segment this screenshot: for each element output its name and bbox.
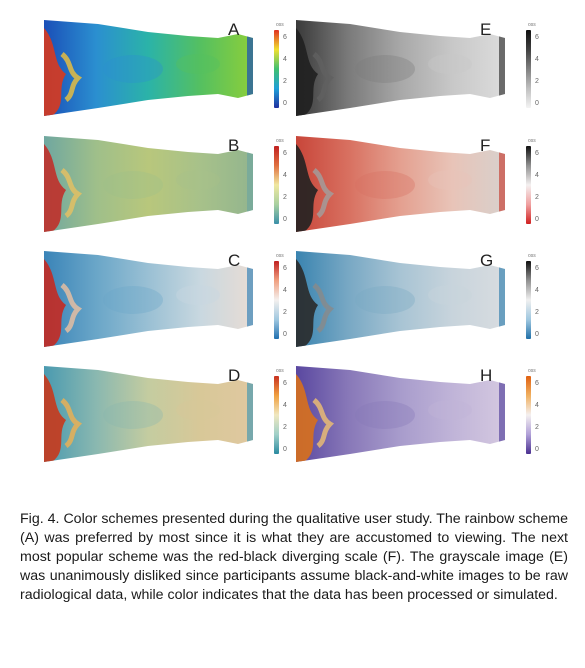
colorbar-tick: 0 [283,216,287,223]
colorbar-tick: 2 [283,78,287,85]
colorbar [526,146,531,224]
colorbar-tick: 4 [283,56,287,63]
vessel-image [296,366,505,462]
panel-letter: E [480,20,492,39]
vessel-image [44,366,253,462]
panel-letter: G [480,251,494,270]
colorbar-tick: 0 [283,446,287,453]
colorbar [274,376,279,454]
colorbar [526,261,531,339]
colorbar-label: oss [528,138,536,144]
colorbar-tick: 0 [535,216,539,223]
colorbar-tick: 4 [283,172,287,179]
colorbar-tick: 2 [283,424,287,431]
colorbar-tick: 6 [535,34,539,41]
colorbar-tick: 6 [283,150,287,157]
colorbar [274,146,279,224]
colorbar-tick: 0 [283,100,287,107]
vessel-image [296,136,505,232]
vessel-image [296,251,505,347]
colorbar [526,30,531,108]
colorbar-tick: 6 [283,265,287,272]
colorbar-label: oss [276,368,284,374]
colorbar-label: oss [276,22,284,28]
colorbar-tick: 2 [283,194,287,201]
colorbar-tick: 6 [283,34,287,41]
colorbar-tick: 4 [283,402,287,409]
panel-letter: D [228,366,241,385]
colorbar-tick: 4 [535,287,539,294]
panel-letter: B [228,136,240,155]
vessel-image [44,136,253,232]
colorbar-tick: 2 [535,424,539,431]
colorbar-tick: 2 [283,309,287,316]
panel-letter: H [480,366,493,385]
colorbar-tick: 0 [535,446,539,453]
figure-caption: Fig. 4. Color schemes presented during t… [20,511,568,603]
vessel-image [296,20,505,116]
vessel-image [44,251,253,347]
colorbar [274,30,279,108]
colorbar-tick: 4 [535,56,539,63]
colorbar-label: oss [276,253,284,259]
panel-letter: A [228,20,240,39]
panel-letter: C [228,251,241,270]
colorbar-tick: 6 [535,150,539,157]
colorbar-label: oss [528,253,536,259]
colorbar-tick: 4 [283,287,287,294]
colorbar-label: oss [276,138,284,144]
colorbar [274,261,279,339]
colorbar-tick: 4 [535,172,539,179]
colorbar-label: oss [528,22,536,28]
colorbar [526,376,531,454]
panel-letter: F [480,136,491,155]
colorbar-tick: 0 [535,100,539,107]
colorbar-tick: 2 [535,309,539,316]
colorbar-tick: 0 [283,331,287,338]
vessel-image [44,20,253,116]
colorbar-tick: 0 [535,331,539,338]
colorbar-tick: 2 [535,194,539,201]
colorbar-tick: 6 [283,380,287,387]
colorbar-tick: 4 [535,402,539,409]
colorbar-tick: 6 [535,265,539,272]
colorbar-tick: 2 [535,78,539,85]
colorbar-label: oss [528,368,536,374]
colorbar-tick: 6 [535,380,539,387]
